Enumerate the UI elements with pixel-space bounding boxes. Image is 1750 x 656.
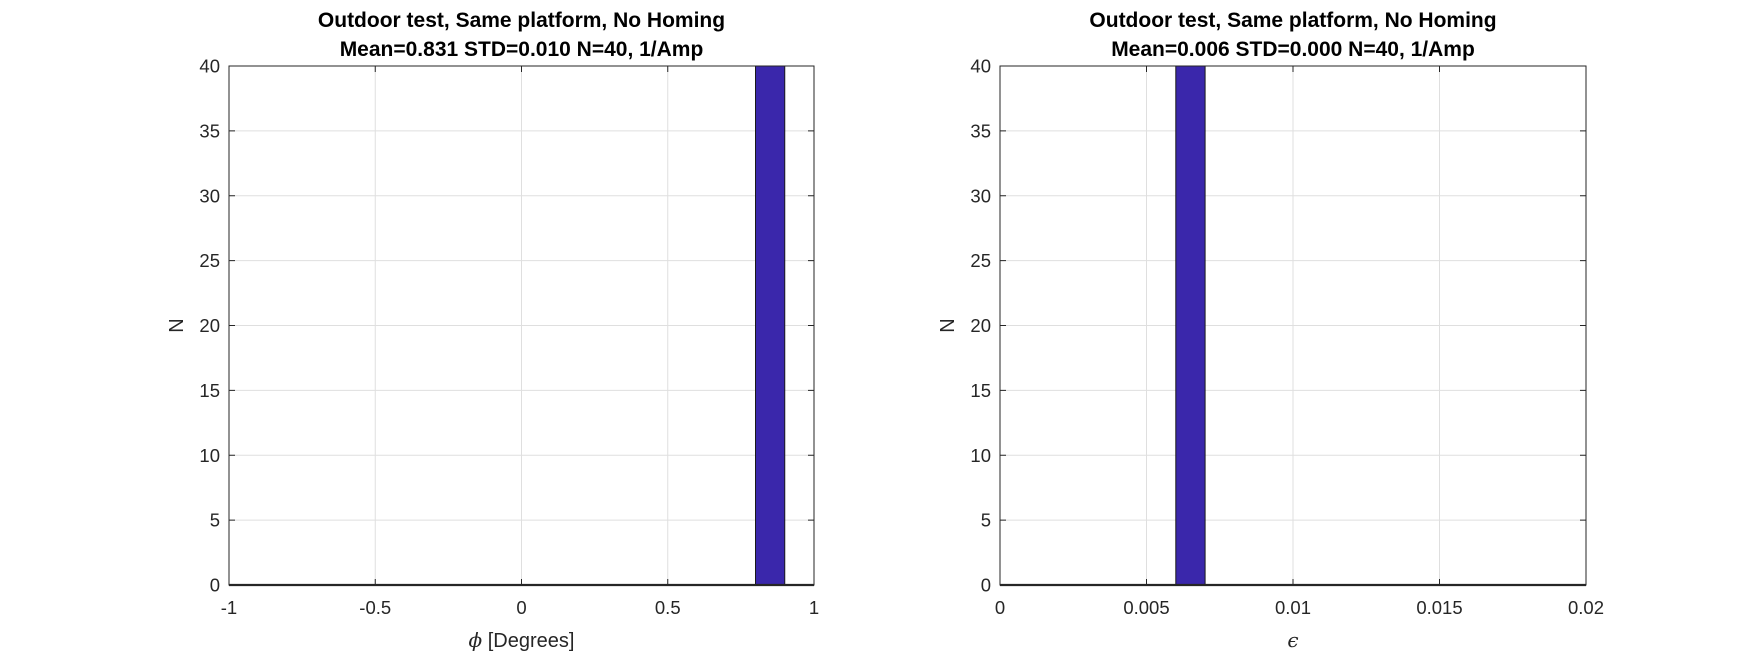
y-tick-label: 40 [199,56,220,77]
y-axis-label: N [166,318,188,332]
y-tick-label: 25 [199,250,220,271]
x-tick-label: 0.01 [1275,597,1311,618]
x-tick-label: -0.5 [359,597,391,618]
y-tick-label: 40 [970,56,991,77]
chart-subtitle: Mean=0.006 STD=0.000 N=40, 1/Amp [1111,38,1475,61]
y-tick-label: 5 [981,510,991,531]
histogram-bar [1175,65,1206,586]
y-tick-label: 30 [199,185,220,206]
y-tick-label: 20 [199,315,220,336]
chart-title: Outdoor test, Same platform, No Homing [318,9,725,32]
y-tick-label: 5 [210,510,220,531]
y-tick-label: 25 [970,250,991,271]
y-axis-label: N [937,318,959,332]
y-tick-label: 20 [970,315,991,336]
x-tick-label: 1 [809,597,819,618]
x-tick-label: 0 [995,597,1005,618]
x-tick-label: 0.015 [1416,597,1462,618]
x-tick-label: 0.005 [1123,597,1169,618]
x-tick-label: 0.02 [1568,597,1604,618]
histogram-bar [755,65,786,586]
y-tick-label: 0 [210,575,220,596]
y-tick-label: 0 [981,575,991,596]
y-tick-label: 10 [970,445,991,466]
x-axis-label: ϕ [Degrees] [469,628,575,652]
y-tick-label: 15 [199,380,220,401]
x-tick-label: -1 [221,597,237,618]
chart-panel-2: 0 0.005 0.01 0.015 0.02 0 5 10 15 20 25 30 35 40 Outdo… [937,9,1604,652]
x-tick-label: 0.5 [655,597,681,618]
y-tick-label: 35 [199,120,220,141]
chart-title: Outdoor test, Same platform, No Homing [1089,9,1496,32]
x-axis-label: ϵ [1287,628,1298,652]
x-tick-label: 0 [516,597,526,618]
chart-subtitle: Mean=0.831 STD=0.010 N=40, 1/Amp [340,38,704,61]
y-tick-label: 30 [970,185,991,206]
y-tick-label: 15 [970,380,991,401]
y-tick-label: 10 [199,445,220,466]
y-tick-label: 35 [970,120,991,141]
